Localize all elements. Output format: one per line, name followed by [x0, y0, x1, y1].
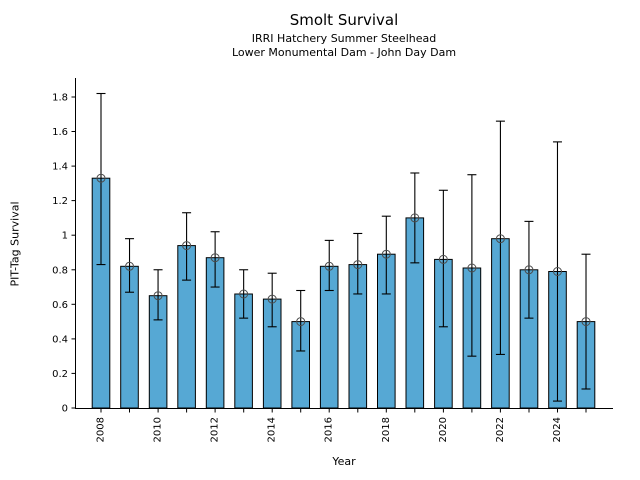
y-axis-label: PIT-Tag Survival — [8, 201, 22, 287]
marker-2010 — [153, 291, 163, 301]
y-tick-label: 1.6 — [52, 127, 68, 138]
marker-2016 — [324, 261, 334, 271]
y-tick-label: 1.4 — [52, 162, 68, 173]
y-tick-label: 0.6 — [52, 300, 68, 311]
x-tick-label-2020: 2020 — [438, 417, 449, 442]
x-tick-label-2016: 2016 — [324, 417, 335, 442]
chart-title: Smolt Survival — [289, 11, 399, 29]
marker-2009 — [125, 261, 135, 271]
marker-2017 — [353, 260, 363, 270]
x-tick-label-2014: 2014 — [267, 417, 278, 442]
y-tick-label: 1.2 — [52, 196, 68, 207]
marker-2012 — [210, 253, 220, 263]
marker-2024 — [552, 267, 562, 276]
y-tick-label: 0.2 — [52, 369, 68, 380]
x-tick-label-2022: 2022 — [495, 417, 506, 442]
y-tick-label: 0.4 — [52, 334, 68, 345]
marker-2023 — [524, 265, 534, 275]
marker-2015 — [296, 317, 306, 327]
chart-header: Smolt Survival IRRI Hatchery Summer Stee… — [75, 11, 613, 59]
marker-2025 — [581, 317, 591, 327]
y-tick-label: 1 — [62, 231, 68, 242]
marker-2013 — [239, 289, 249, 299]
marker-2008 — [96, 173, 106, 183]
y-tick-label: 0.8 — [52, 265, 68, 276]
chart-subtitle-1: IRRI Hatchery Summer Steelhead — [251, 31, 437, 45]
marker-2019 — [410, 213, 420, 223]
marker-2018 — [381, 249, 391, 259]
marker-2011 — [182, 241, 192, 251]
chart-subtitle-2: Lower Monumental Dam - John Day Dam — [231, 45, 457, 59]
x-tick-label-2012: 2012 — [210, 417, 221, 442]
x-tick-label-2018: 2018 — [381, 417, 392, 442]
x-axis-label: Year — [332, 455, 356, 468]
y-tick-label: 0 — [62, 404, 68, 415]
marker-2021 — [467, 263, 477, 273]
marker-2014 — [267, 294, 277, 304]
marker-2020 — [438, 254, 448, 264]
x-tick-label-2008: 2008 — [96, 417, 107, 442]
x-tick-label-2024: 2024 — [552, 417, 563, 442]
x-tick-label-2010: 2010 — [153, 417, 164, 442]
marker-2022 — [495, 234, 505, 244]
y-tick-label: 1.8 — [52, 93, 68, 104]
